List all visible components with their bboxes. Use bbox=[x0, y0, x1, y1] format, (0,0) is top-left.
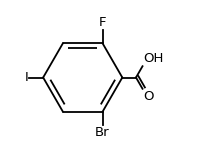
Text: O: O bbox=[143, 90, 154, 102]
Text: Br: Br bbox=[95, 126, 110, 139]
Text: F: F bbox=[99, 16, 106, 29]
Text: I: I bbox=[25, 71, 29, 84]
Text: OH: OH bbox=[143, 53, 164, 65]
